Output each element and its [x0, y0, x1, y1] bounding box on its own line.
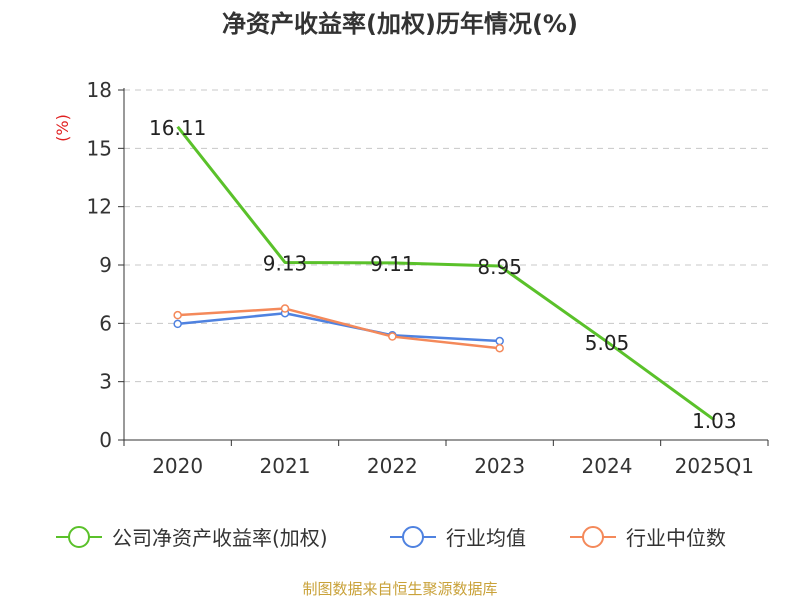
data-label: 9.13 — [263, 251, 308, 275]
legend-marker — [403, 527, 423, 547]
line-chart: 0 3 6 9 12 15 18 (%) 2020 2021 2022 2023 2024 2025Q1 1… — [0, 0, 800, 600]
x-tick-label: 2025Q1 — [675, 454, 754, 478]
y-tick-label: 6 — [99, 311, 112, 335]
data-point — [282, 305, 289, 312]
data-label: 5.05 — [585, 331, 630, 355]
data-point — [496, 338, 503, 345]
y-tick-label: 18 — [87, 78, 112, 102]
data-label: 1.03 — [692, 409, 737, 433]
data-point — [174, 320, 181, 327]
y-axis-label: (%) — [53, 114, 72, 142]
legend-marker — [69, 527, 89, 547]
data-label: 8.95 — [477, 255, 522, 279]
x-tick-label: 2022 — [367, 454, 418, 478]
series-line-3 — [178, 309, 500, 349]
source-note: 制图数据来自恒生聚源数据库 — [0, 578, 800, 599]
data-label: 16.11 — [149, 116, 206, 140]
series-line-1 — [178, 127, 715, 420]
y-tick-label: 12 — [87, 195, 112, 219]
legend-label: 行业中位数 — [626, 526, 726, 550]
data-label: 9.11 — [370, 252, 415, 276]
legend-label: 行业均值 — [446, 526, 526, 550]
series-line-2 — [178, 313, 500, 341]
y-tick-label: 0 — [99, 428, 112, 452]
y-tick-label: 9 — [99, 253, 112, 277]
x-tick-label: 2020 — [152, 454, 203, 478]
y-tick-label: 3 — [99, 370, 112, 394]
y-tick-label: 15 — [87, 136, 112, 160]
x-tick-label: 2024 — [582, 454, 633, 478]
x-tick-label: 2021 — [260, 454, 311, 478]
data-point — [496, 345, 503, 352]
data-point — [389, 333, 396, 340]
data-point — [174, 312, 181, 319]
x-tick-label: 2023 — [474, 454, 525, 478]
legend-label: 公司净资产收益率(加权) — [112, 526, 328, 550]
legend-marker — [583, 527, 603, 547]
